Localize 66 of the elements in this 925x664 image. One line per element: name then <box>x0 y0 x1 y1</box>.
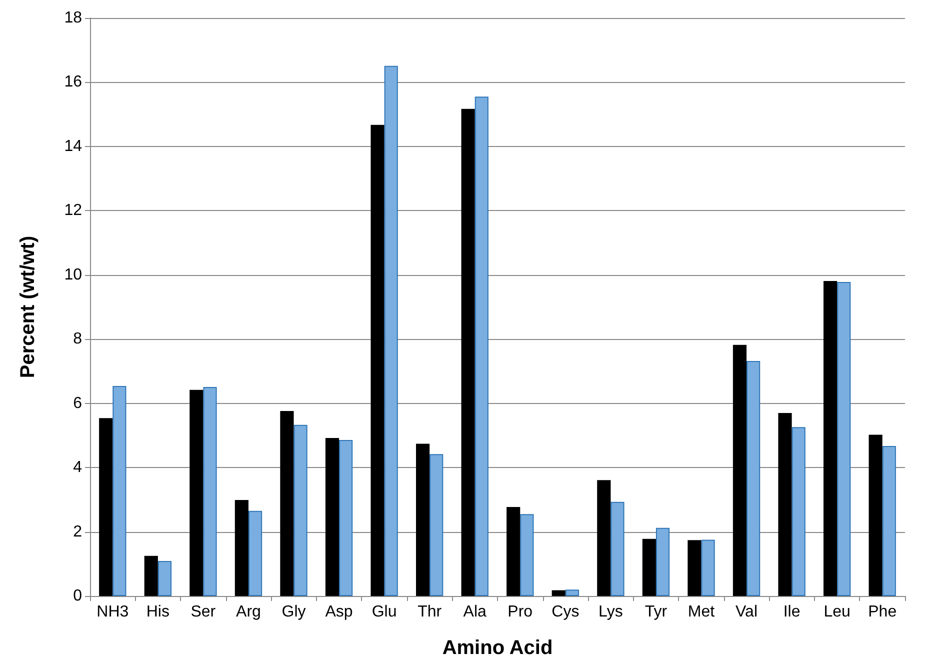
x-tick-label: Phe <box>868 604 897 620</box>
y-tick-label: 8 <box>73 330 82 348</box>
bar <box>732 344 747 596</box>
bar <box>158 561 172 596</box>
bar <box>248 510 262 596</box>
bar <box>190 390 204 596</box>
x-tick-label: Ser <box>190 604 216 620</box>
x-tick-label: Ile <box>783 604 800 620</box>
bar <box>430 454 444 596</box>
x-axis-title: Amino Acid <box>442 637 553 659</box>
bar <box>416 444 430 596</box>
x-tick-label: Val <box>736 604 758 620</box>
x-tick-label: NH3 <box>96 604 129 620</box>
bar <box>339 440 353 596</box>
x-tick-label: Lys <box>598 604 623 620</box>
bar <box>99 418 113 596</box>
x-tick-label: Gly <box>282 604 306 620</box>
x-tick-label: Pro <box>508 604 533 620</box>
x-tick-label: Glu <box>372 604 397 620</box>
bar <box>868 434 882 596</box>
bar <box>610 502 624 596</box>
bar <box>506 507 520 596</box>
y-tick-label: 10 <box>64 266 82 284</box>
x-tick-label: Tyr <box>644 604 668 620</box>
bar <box>325 438 340 596</box>
bar <box>234 500 248 596</box>
bar <box>565 590 579 596</box>
x-tick-label: Ala <box>463 604 487 620</box>
bar <box>642 538 656 596</box>
bar <box>280 411 294 596</box>
bar <box>144 556 158 596</box>
y-tick-label: 6 <box>73 394 82 412</box>
bar <box>824 280 838 596</box>
bar <box>384 66 398 596</box>
bar <box>792 427 806 596</box>
y-tick-label: 0 <box>73 588 82 604</box>
x-tick-label: Met <box>688 604 716 620</box>
x-tick-label: Asp <box>325 604 353 620</box>
y-tick-label: 12 <box>64 202 82 220</box>
y-axis-title: Percent (wt/wt) <box>17 236 39 378</box>
bar <box>461 108 475 596</box>
bar <box>112 386 126 596</box>
bar <box>294 424 308 596</box>
y-tick-label: 16 <box>64 74 82 91</box>
bar <box>520 514 534 596</box>
x-tick-label: Leu <box>824 604 850 620</box>
bar <box>370 124 384 596</box>
bar <box>474 96 488 596</box>
bar <box>597 480 611 596</box>
bar <box>701 540 715 596</box>
bar <box>837 282 851 596</box>
y-tick-label: 4 <box>73 459 82 476</box>
bar <box>656 528 670 596</box>
x-tick-label: Cys <box>552 604 580 620</box>
bar <box>203 386 217 596</box>
y-tick-label: 14 <box>64 138 82 155</box>
bar <box>778 412 792 596</box>
bar <box>552 590 566 596</box>
x-tick-label: Arg <box>236 604 261 620</box>
x-tick-label: Thr <box>418 604 442 620</box>
y-tick-label: 2 <box>73 523 82 540</box>
bar <box>746 360 760 596</box>
bar <box>688 540 702 596</box>
y-tick-label: 18 <box>64 10 82 26</box>
x-tick-label: His <box>146 604 170 620</box>
bar <box>882 446 896 596</box>
